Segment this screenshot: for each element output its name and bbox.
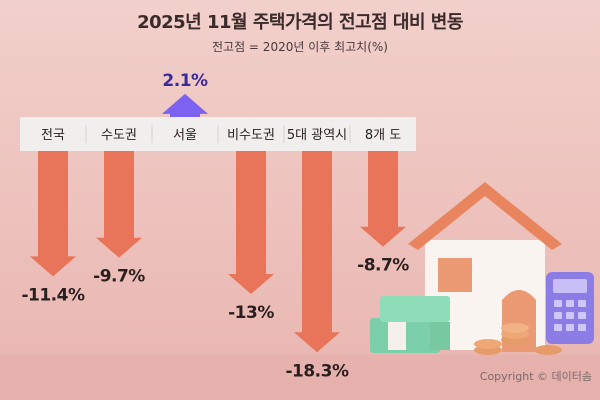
category-label: 수도권 [101, 128, 137, 143]
category-label: 5대 광역시 [287, 128, 347, 143]
bar-arrow [360, 151, 406, 247]
data-label: -18.3% [285, 361, 348, 381]
data-label: -11.4% [21, 285, 84, 305]
data-label: -8.7% [357, 256, 409, 276]
bar-arrow [30, 151, 76, 277]
category-label: 서울 [173, 128, 197, 143]
bar-arrow [96, 151, 142, 258]
copyright-text: Copyright © 데이터솜 [479, 370, 592, 383]
chart-title: 2025년 11월 주택가격의 전고점 대비 변동 [137, 12, 463, 33]
coins-illustration [474, 323, 562, 355]
money-illustration [370, 296, 450, 353]
calculator-illustration [546, 272, 594, 344]
category-label: 전국 [41, 128, 65, 143]
bar-arrow [228, 151, 274, 294]
data-label: -9.7% [93, 267, 145, 287]
category-label: 8개 도 [365, 128, 401, 143]
bar-arrow [162, 93, 208, 117]
category-label: 비수도권 [227, 128, 275, 143]
chart-subtitle: 전고점 = 2020년 이후 최고치(%) [212, 40, 388, 54]
data-label: 2.1% [162, 71, 208, 91]
data-label: -13% [228, 303, 274, 323]
bar-arrow [294, 151, 340, 353]
